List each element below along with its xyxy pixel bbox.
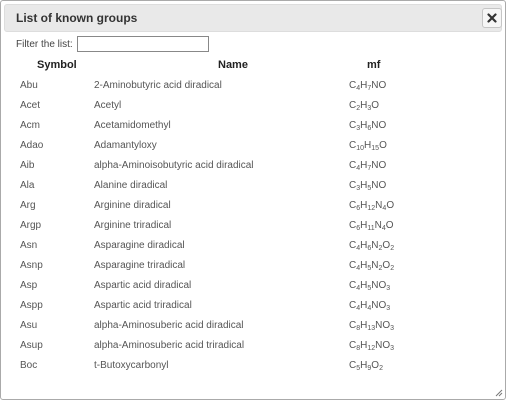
cell-symbol: Asnp [20, 260, 43, 271]
cell-mf: C4H5N2O2 [349, 260, 395, 272]
filter-input[interactable] [76, 36, 209, 52]
cell-name: alpha-Aminosuberic acid triradical [94, 340, 245, 351]
cell-name: Aspartic acid triradical [94, 300, 192, 311]
table-row[interactable]: Abu 2-Aminobutyric acid diradical C4H7NO [1, 75, 505, 95]
column-header-symbol[interactable]: Symbol [37, 59, 77, 71]
table-row[interactable]: Ala Alanine diradical C3H5NO [1, 175, 505, 195]
cell-name: Acetyl [94, 100, 122, 111]
column-header-name[interactable]: Name [218, 59, 248, 71]
cell-name: Asparagine triradical [94, 260, 186, 271]
cell-symbol: Adao [20, 140, 44, 151]
table-row[interactable]: Aib alpha-Aminoisobutyric acid diradical C… [1, 155, 505, 175]
cell-mf: C6H11N4O [349, 220, 394, 232]
cell-mf: C10H15O [349, 140, 387, 152]
table-row[interactable]: Asp Aspartic acid diradical C4H5NO3 [1, 275, 505, 295]
cell-name: Alanine diradical [94, 180, 168, 191]
table-row[interactable]: Argp Arginine triradical C6H11N4O [1, 215, 505, 235]
cell-symbol: Ala [20, 180, 35, 191]
cell-mf: C4H5NO3 [349, 280, 391, 292]
cell-name: Adamantyloxy [94, 140, 157, 151]
cell-mf: C6H12N4O [349, 200, 395, 212]
cell-mf: C3H6NO [349, 120, 387, 132]
cell-mf: C3H5NO [349, 180, 387, 192]
table-row[interactable]: Asu alpha-Aminosuberic acid diradical C8H1… [1, 315, 505, 335]
close-button[interactable] [482, 8, 502, 28]
cell-name: alpha-Aminoisobutyric acid diradical [94, 160, 254, 171]
table-row[interactable]: Boc t-Butoxycarbonyl C5H9O2 [1, 355, 505, 375]
cell-mf: C4H7NO [349, 160, 387, 172]
cell-name: 2-Aminobutyric acid diradical [94, 80, 222, 91]
cell-mf: C4H7NO [349, 80, 387, 92]
table-row[interactable]: Asup alpha-Aminosuberic acid triradical C8… [1, 335, 505, 355]
dialog-title: List of known groups [16, 11, 138, 25]
cell-symbol: Asp [20, 280, 38, 291]
cell-symbol: Asu [20, 320, 38, 331]
cell-symbol: Boc [20, 360, 38, 371]
table-row[interactable]: Arg Arginine diradical C6H12N4O [1, 195, 505, 215]
cell-symbol: Acm [20, 120, 40, 131]
cell-name: Aspartic acid diradical [94, 280, 192, 291]
cell-mf: C8H12NO3 [349, 340, 395, 352]
cell-mf: C5H9O2 [349, 360, 383, 372]
cell-symbol: Aspp [20, 300, 43, 311]
table-row[interactable]: Asnp Asparagine triradical C4H5N2O2 [1, 255, 505, 275]
cell-name: Asparagine diradical [94, 240, 185, 251]
cell-name: alpha-Aminosuberic acid diradical [94, 320, 244, 331]
table-row[interactable]: Adao Adamantyloxy C10H15O [1, 135, 505, 155]
cell-mf: C4H4NO3 [349, 300, 391, 312]
cell-symbol: Asn [20, 240, 38, 251]
table-row[interactable]: Acm Acetamidomethyl C3H6NO [1, 115, 505, 135]
cell-name: t-Butoxycarbonyl [94, 360, 169, 371]
dialog-titlebar[interactable]: List of known groups [4, 4, 502, 32]
cell-mf: C8H13NO3 [349, 320, 395, 332]
cell-symbol: Asup [20, 340, 43, 351]
cell-symbol: Arg [20, 200, 36, 211]
cell-symbol: Acet [20, 100, 41, 111]
cell-name: Arginine diradical [94, 200, 171, 211]
table-row[interactable]: Aspp Aspartic acid triradical C4H4NO3 [1, 295, 505, 315]
cell-name: Arginine triradical [94, 220, 172, 231]
cell-mf: C4H6N2O2 [349, 240, 395, 252]
close-icon [487, 13, 497, 23]
cell-symbol: Argp [20, 220, 42, 231]
table-row[interactable]: Asn Asparagine diradical C4H6N2O2 [1, 235, 505, 255]
filter-label: Filter the list: [16, 38, 73, 50]
cell-mf: C2H3O [349, 100, 380, 112]
resize-handle-icon[interactable] [495, 389, 503, 397]
cell-symbol: Aib [20, 160, 35, 171]
filter-bar: Filter the list: [16, 35, 209, 53]
table-row[interactable]: Acet Acetyl C2H3O [1, 95, 505, 115]
cell-symbol: Abu [20, 80, 38, 91]
column-header-mf[interactable]: mf [367, 59, 381, 71]
cell-name: Acetamidomethyl [94, 120, 171, 131]
